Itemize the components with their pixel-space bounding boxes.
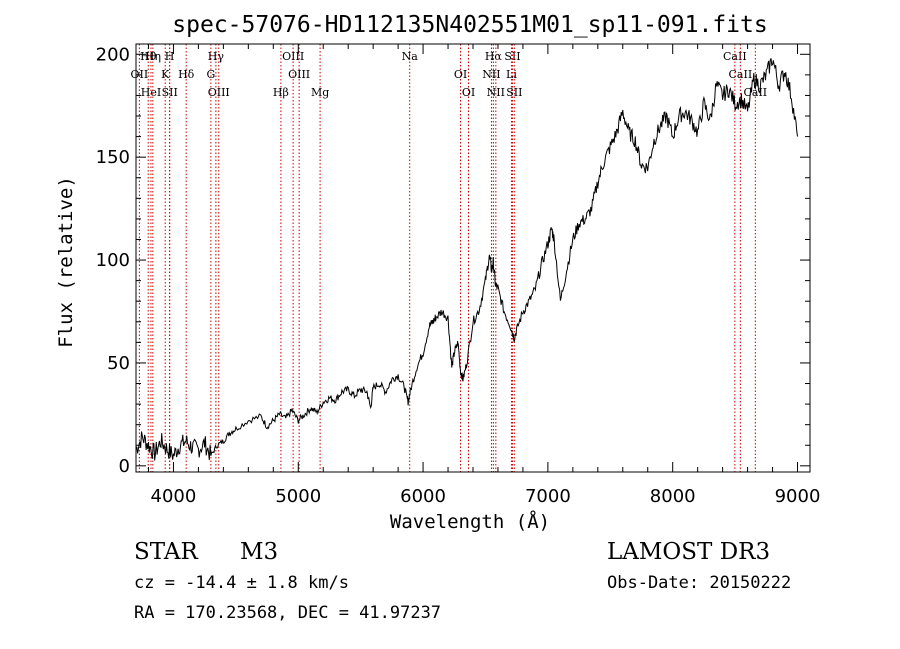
chart-title: spec-57076-HD112135N402551M01_sp11-091.f…	[172, 12, 767, 38]
line-markers: HθOIIHeIHηKSIIHHδOIIIHγGHβOIIIOIIIMgNaOI…	[131, 44, 767, 472]
line-marker-label-26: CaII	[743, 86, 767, 99]
line-marker-label-16: OI	[454, 68, 467, 81]
line-marker-label-2: HeI	[141, 86, 161, 99]
line-marker-label-22: Li	[506, 68, 517, 81]
object-class: STAR	[134, 539, 198, 565]
line-marker-label-15: Na	[402, 50, 419, 63]
y-tick-label-0: 0	[119, 456, 130, 477]
line-marker-label-17: OI	[462, 86, 475, 99]
series-line-0	[135, 58, 798, 461]
line-marker-label-23: SII	[506, 86, 522, 99]
line-marker-label-10: G	[206, 68, 215, 81]
line-marker-label-20: NII	[487, 86, 505, 99]
x-tick-label-3: 7000	[525, 486, 571, 507]
line-marker-label-13: OIII	[288, 68, 310, 81]
line-marker-label-14: Mg	[311, 86, 329, 99]
x-tick-label-4: 8000	[650, 486, 696, 507]
line-marker-label-18: Hα	[485, 50, 503, 63]
y-tick-label-1: 50	[107, 353, 130, 374]
object-subclass: M3	[240, 539, 279, 565]
line-marker-label-19: NII	[482, 68, 500, 81]
line-marker-label-0: Hθ	[140, 50, 157, 63]
y-tick-label-4: 200	[96, 44, 130, 65]
line-marker-label-11: Hβ	[273, 86, 289, 99]
x-tick-label-0: 4000	[151, 486, 197, 507]
line-marker-label-8: OIII	[208, 86, 230, 99]
series-group	[135, 58, 798, 461]
y-tick-label-3: 150	[96, 147, 130, 168]
line-marker-label-24: CaII	[723, 50, 747, 63]
y-axis-label: Flux (relative)	[55, 176, 77, 348]
plot-frame	[135, 43, 811, 473]
line-marker-label-7: Hδ	[178, 68, 195, 81]
survey-label: LAMOST DR3	[607, 539, 771, 565]
line-marker-label-6: H	[165, 50, 175, 63]
x-tick-label-5: 9000	[775, 486, 821, 507]
obs-date-label: Obs-Date: 20150222	[607, 573, 792, 593]
x-axis-label: Wavelength (Å)	[390, 510, 550, 533]
line-marker-label-25: CaII	[729, 68, 753, 81]
axes-group: 4000 5000 6000 7000 8000 9000 0 50 100 150 200	[96, 44, 821, 507]
line-marker-label-12: OIII	[282, 50, 304, 63]
redshift-label: cz = -14.4 ± 1.8 km/s	[134, 573, 349, 593]
x-tick-label-1: 5000	[275, 486, 321, 507]
line-marker-label-3: Hη	[145, 50, 161, 63]
line-marker-label-4: K	[161, 68, 170, 81]
coordinates-label: RA = 170.23568, DEC = 41.97237	[134, 603, 442, 623]
line-marker-label-21: SII	[504, 50, 520, 63]
line-marker-label-9: Hγ	[208, 50, 225, 63]
line-marker-label-5: SII	[162, 86, 178, 99]
x-tick-label-2: 6000	[400, 486, 446, 507]
y-tick-label-2: 100	[96, 250, 130, 271]
